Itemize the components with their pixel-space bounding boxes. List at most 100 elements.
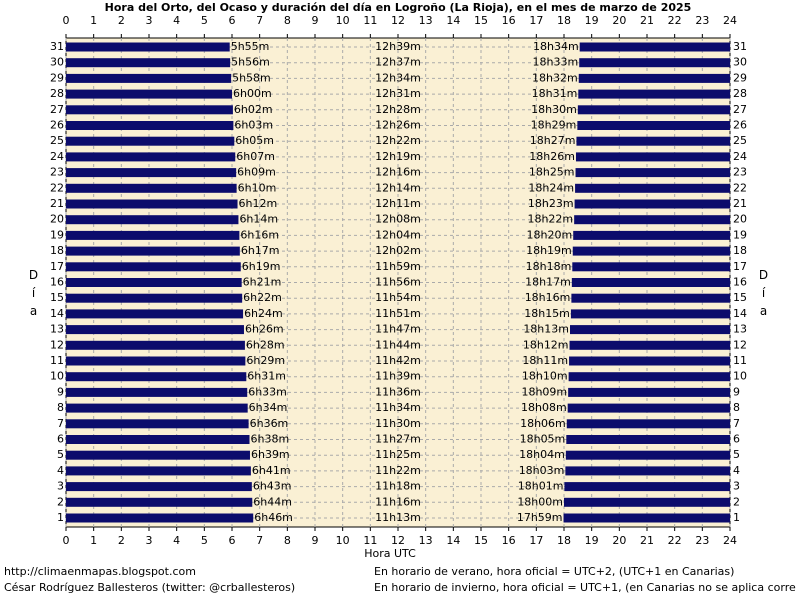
night-bar-morning [66,372,247,382]
sunset-label: 18h27m [530,134,576,147]
night-bar-morning [66,136,235,146]
sunrise-label: 5h58m [232,71,271,84]
sunset-label: 18h24m [528,181,574,194]
night-bar-morning [66,89,232,99]
x-tick-label: 17 [529,534,543,547]
night-bar-morning [66,419,249,429]
night-bar-evening [567,403,730,413]
sunset-label: 18h20m [527,228,573,241]
night-bar-morning [66,246,240,256]
y-tick-label: 17 [50,260,64,273]
x-tick-label: 9 [312,534,319,547]
night-bar-evening [566,435,730,444]
night-bar-evening [575,183,730,193]
night-bar-morning [66,309,244,319]
y-tick-label-right: 7 [733,417,740,430]
x-tick-label-top: 5 [201,14,208,27]
day-length-label: 11h42m [375,354,421,367]
x-tick-label-top: 2 [118,14,125,27]
y-tick-label-right: 21 [733,197,747,210]
y-tick-label: 15 [50,291,64,304]
sunrise-label: 6h19m [242,260,281,273]
y-tick-label: 5 [57,448,64,461]
y-tick-label-right: 4 [733,464,740,477]
night-bar-morning [66,262,241,272]
x-tick-label-top: 21 [640,14,654,27]
day-length-label: 11h27m [375,433,421,446]
day-length-label: 12h22m [375,134,421,147]
y-tick-label-right: 2 [733,495,740,508]
y-tick-label: 7 [57,417,64,430]
sunset-label: 18h15m [524,307,570,320]
x-tick-label: 21 [640,534,654,547]
day-length-label: 12h19m [375,150,421,163]
y-tick-label-right: 11 [733,354,747,367]
y-tick-label-right: 30 [733,56,747,69]
x-tick-label-top: 7 [256,14,263,27]
y-tick-label: 28 [50,87,64,100]
x-tick-label-top: 24 [723,14,737,27]
y-tick-label: 22 [50,181,64,194]
y-tick-label: 9 [57,385,64,398]
night-bar-evening [575,168,730,178]
x-tick-label: 3 [146,534,153,547]
y-tick-label: 30 [50,56,64,69]
y-tick-label: 18 [50,244,64,257]
night-bar-evening [577,121,730,130]
sunset-label: 18h23m [528,197,574,210]
y-tick-label: 29 [50,71,64,84]
y-tick-label: 19 [50,228,64,241]
y-tick-label: 3 [57,480,64,493]
y-tick-label-right: 22 [733,181,747,194]
day-length-label: 12h37m [375,56,421,69]
night-bar-morning [66,230,240,240]
x-tick-label-top: 15 [474,14,488,27]
x-tick-label-top: 13 [419,14,433,27]
sunset-label: 18h18m [526,260,572,273]
x-tick-label: 4 [173,534,180,547]
sunrise-label: 6h41m [252,464,291,477]
night-bar-morning [66,58,231,68]
x-tick-label: 12 [391,534,405,547]
y-tick-label-right: 16 [733,276,747,289]
night-bar-morning [66,435,250,444]
night-bar-morning [66,497,253,507]
day-length-label: 11h56m [375,276,421,289]
x-tick-label-top: 19 [585,14,599,27]
y-tick-label: 12 [50,338,64,351]
sunrise-label: 6h38m [251,433,290,446]
day-length-label: 12h11m [375,197,421,210]
day-length-label: 11h18m [375,480,421,493]
night-bar-evening [578,73,730,83]
sunset-label: 18h06m [520,417,566,430]
sunrise-label: 6h31m [247,370,286,383]
sunrise-label: 6h29m [246,354,285,367]
day-length-label: 11h44m [375,338,421,351]
day-length-label: 12h39m [375,40,421,53]
night-bar-morning [66,293,243,303]
day-length-label: 11h36m [375,385,421,398]
day-length-label: 11h54m [375,291,421,304]
day-length-label: 11h51m [375,307,421,320]
night-bar-morning [66,278,242,287]
x-tick-label-top: 8 [284,14,291,27]
sunrise-label: 5h55m [231,40,270,53]
sunrise-label: 6h16m [240,228,279,241]
y-axis-label-right: Día [757,268,771,322]
day-length-label: 12h34m [375,71,421,84]
night-bar-morning [66,466,251,476]
day-length-label: 12h31m [375,87,421,100]
y-tick-label: 2 [57,495,64,508]
x-tick-label: 22 [668,534,682,547]
y-tick-label: 6 [57,433,64,446]
y-tick-label-right: 20 [733,213,747,226]
night-bar-evening [566,419,730,429]
sunrise-label: 6h10m [238,181,277,194]
x-tick-label-top: 4 [173,14,180,27]
sunset-label: 18h11m [522,354,568,367]
x-tick-label: 8 [284,534,291,547]
sunset-label: 18h32m [532,71,578,84]
sunrise-label: 6h14m [239,213,278,226]
night-bar-evening [573,230,730,240]
